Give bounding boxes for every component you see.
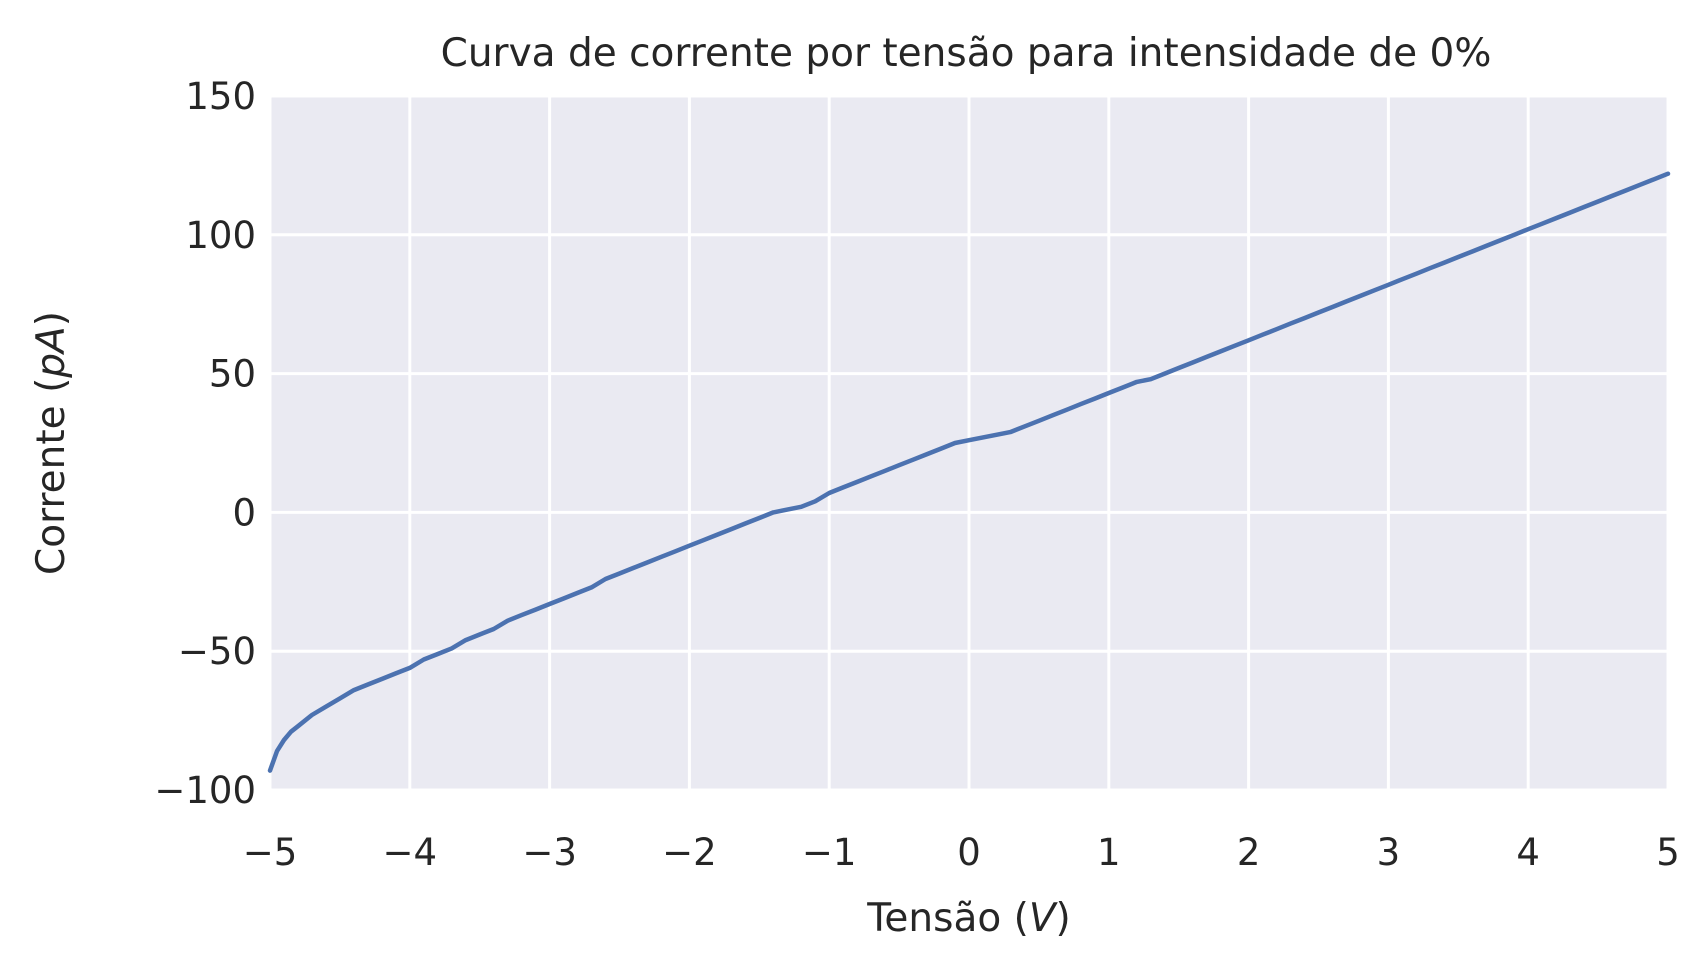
x-tick-label: 4	[1516, 831, 1540, 874]
y-grid-lines	[270, 94, 1668, 792]
x-tick-label: −4	[383, 831, 438, 874]
y-tick-label: −100	[154, 769, 256, 812]
y-tick-label: −50	[178, 630, 256, 673]
x-axis-label-unit: V	[1029, 896, 1058, 941]
series-line	[267, 171, 1671, 773]
chart-title: Curva de corrente por tensão para intens…	[441, 31, 1492, 76]
y-tick-label: 150	[185, 75, 256, 118]
x-tick-label: 1	[1097, 831, 1121, 874]
x-axis-label-prefix: Tensão (	[866, 896, 1029, 941]
y-tick-label: 0	[232, 491, 256, 534]
x-tick-label: −5	[243, 831, 298, 874]
y-axis-label-prefix: Corrente (	[29, 378, 74, 575]
x-tick-label: 5	[1656, 831, 1680, 874]
x-grid-lines	[268, 96, 1670, 790]
x-tick-label: 0	[957, 831, 981, 874]
y-tick-label: 100	[185, 214, 256, 257]
x-tick-label: −2	[662, 831, 717, 874]
y-axis-label-suffix: )	[29, 311, 74, 326]
y-tick-labels: −100 −50 0 50 100 150	[154, 75, 256, 812]
y-tick-label: 50	[209, 353, 256, 396]
x-tick-label: −1	[802, 831, 857, 874]
x-tick-label: 3	[1377, 831, 1401, 874]
y-axis-label-unit: pA	[29, 326, 74, 378]
x-tick-label: −3	[522, 831, 577, 874]
x-axis-label: Tensão (V)	[866, 896, 1071, 941]
x-tick-labels: −5 −4 −3 −2 −1 0 1 2 3 4 5	[243, 831, 1680, 874]
y-axis-label: Corrente (pA)	[29, 311, 74, 575]
x-axis-label-suffix: )	[1056, 896, 1071, 941]
x-tick-label: 2	[1237, 831, 1261, 874]
